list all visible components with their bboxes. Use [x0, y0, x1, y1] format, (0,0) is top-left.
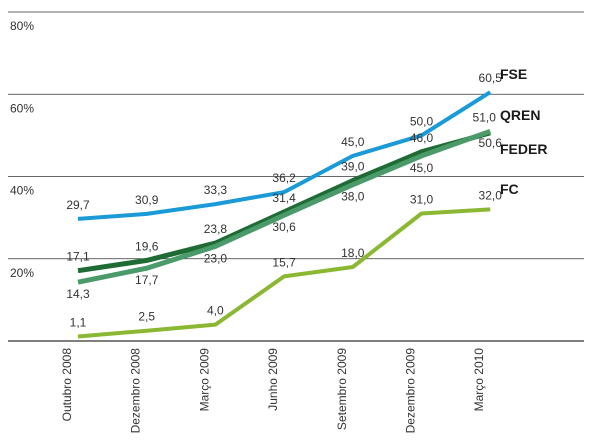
- data-label: 32,0: [479, 188, 503, 202]
- series-name-qren: QREN: [500, 107, 540, 123]
- data-label: 17,7: [135, 273, 159, 287]
- data-label: 51,0: [473, 110, 497, 124]
- data-label: 29,7: [66, 198, 90, 212]
- series-name-fc: FC: [500, 181, 519, 197]
- data-labels: 29,7 30,9 33,3 36,2 45,0 50,0 60,5 14,3 17,7 23,0…: [66, 71, 502, 329]
- data-label: 23,8: [204, 222, 228, 236]
- series-names: FSE QREN FEDER FC: [500, 66, 547, 197]
- data-label: 17,1: [66, 250, 90, 264]
- data-label: 1,1: [70, 315, 87, 329]
- x-tick-label: Março 2010: [472, 348, 486, 412]
- data-label: 46,0: [410, 131, 434, 145]
- grid-layer: [8, 11, 584, 342]
- series-name-feder: FEDER: [500, 141, 547, 157]
- data-label: 18,0: [341, 246, 365, 260]
- data-label: 30,6: [272, 220, 296, 234]
- data-label: 45,0: [341, 135, 365, 149]
- x-tick-label: Março 2009: [197, 348, 211, 412]
- data-label: 50,0: [410, 114, 434, 128]
- data-label: 23,0: [204, 251, 228, 265]
- series-name-fse: FSE: [500, 66, 527, 82]
- y-tick-label: 80%: [10, 19, 34, 33]
- data-label: 14,3: [66, 287, 90, 301]
- data-label: 15,7: [272, 255, 296, 269]
- data-label: 60,5: [479, 71, 503, 85]
- data-label: 45,0: [410, 161, 434, 175]
- y-tick-label: 20%: [10, 266, 34, 280]
- series-lines: [77, 90, 492, 339]
- data-label: 2,5: [138, 310, 155, 324]
- data-label: 31,0: [410, 193, 434, 207]
- data-label: 38,0: [341, 190, 365, 204]
- series-line-fse: [77, 90, 492, 221]
- x-tick-label: Setembro 2009: [335, 348, 349, 430]
- series-line-qren: [77, 128, 492, 285]
- series-line-feder: [77, 130, 491, 274]
- data-label: 50,6: [479, 136, 503, 150]
- data-label: 30,9: [135, 193, 159, 207]
- y-tick-label: 40%: [10, 184, 34, 198]
- data-label: 36,2: [272, 171, 296, 185]
- x-tick-label: Junho 2009: [266, 348, 280, 411]
- x-tick-label: Dezembro 2008: [129, 348, 143, 434]
- series-line-fc: [77, 207, 491, 339]
- x-tick-label: Dezembro 2009: [404, 348, 418, 434]
- data-label: 4,0: [207, 304, 224, 318]
- x-tick-label: Outubro 2008: [60, 348, 74, 422]
- y-tick-label: 60%: [10, 101, 34, 115]
- data-label: 39,0: [341, 160, 365, 174]
- x-axis-ticks: Outubro 2008 Dezembro 2008 Março 2009 Junho…: [60, 348, 486, 434]
- data-label: 33,3: [204, 183, 228, 197]
- data-label: 31,4: [272, 191, 296, 205]
- data-label: 19,6: [135, 239, 159, 253]
- y-axis-ticks: 20% 40% 60% 80%: [10, 19, 34, 280]
